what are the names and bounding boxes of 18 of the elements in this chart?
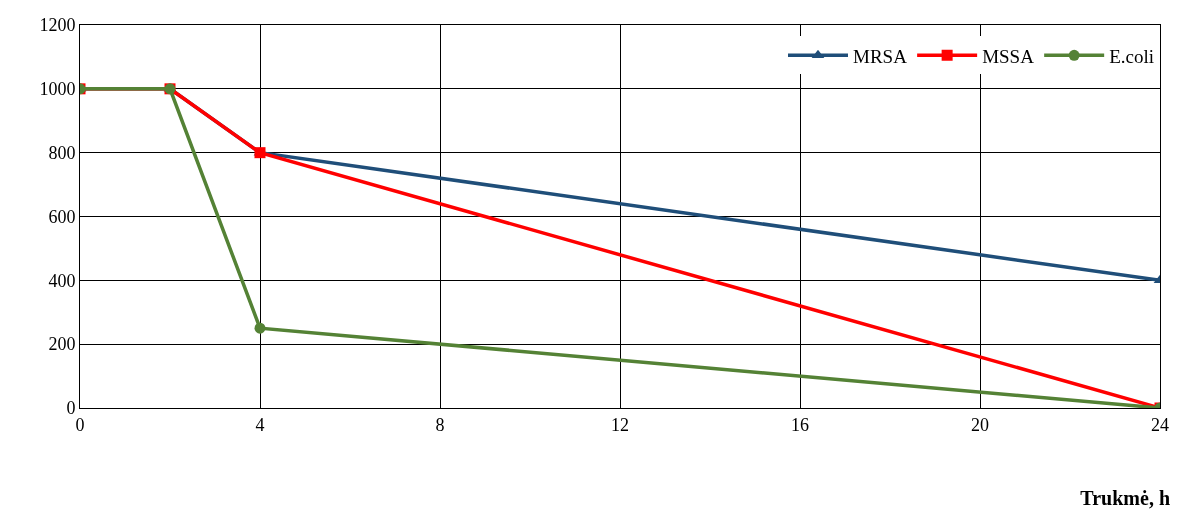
y-tick-label: 400: [48, 270, 76, 291]
legend-label: MSSA: [982, 45, 1035, 67]
x-tick-label: 20: [971, 414, 989, 435]
x-tick-label: 12: [611, 414, 629, 435]
point: [254, 322, 266, 334]
y-tick-label: 1000: [39, 79, 76, 100]
x-tick-label: 4: [255, 414, 265, 435]
y-tick-label: 800: [48, 142, 76, 163]
x-tick-label: 16: [791, 414, 809, 435]
y-tick-label: 600: [48, 206, 76, 227]
y-tick-label: 1200: [39, 15, 76, 36]
y-tick-label: 0: [66, 398, 76, 419]
legend-label: MRSA: [853, 45, 908, 67]
x-tick-label: 8: [435, 414, 445, 435]
y-tick-label: 200: [48, 334, 76, 355]
x-axis-title: Trukmė, h: [1080, 487, 1170, 509]
x-tick-label: 24: [1151, 414, 1169, 435]
legend-label: E.coli: [1109, 45, 1155, 67]
